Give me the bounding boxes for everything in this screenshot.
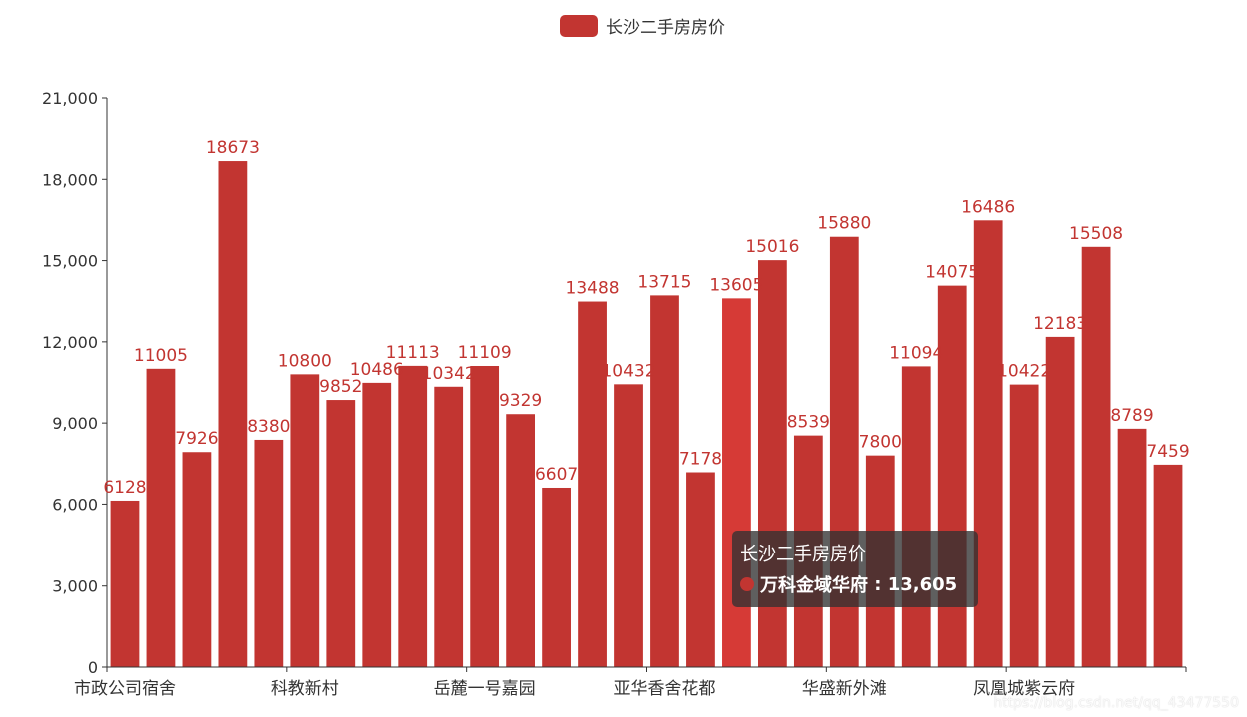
bar[interactable] [650, 295, 679, 667]
x-tick-label: 岳麓一号嘉园 [434, 679, 536, 699]
y-axis: 0 3,000 6,000 9,000 12,000 15,000 18,000 21,000 [42, 89, 108, 677]
legend-label: 长沙二手房房价 [606, 18, 725, 38]
bar[interactable] [901, 366, 931, 667]
bar-value-label: 9852 [319, 377, 362, 397]
bar-value-label: 10800 [278, 351, 332, 371]
watermark: https://blog.csdn.net/qq_43477550 [993, 695, 1239, 711]
bar[interactable] [470, 365, 500, 667]
x-tick-label: 华盛新外滩 [802, 679, 887, 699]
y-tick-label: 6,000 [52, 495, 98, 514]
y-tick-label: 3,000 [52, 577, 98, 596]
bar-value-label: 8539 [787, 413, 830, 433]
bar-value-label: 16486 [961, 197, 1015, 217]
bar[interactable] [973, 220, 1003, 667]
bar[interactable] [434, 386, 464, 667]
bar[interactable] [146, 368, 176, 667]
x-tick-label: 亚华香舍花都 [613, 679, 715, 699]
x-tick-label: 市政公司宿舍 [74, 679, 176, 699]
bar-value-label: 10342 [422, 364, 476, 384]
bar-value-label: 11109 [458, 343, 512, 363]
bar-value-label: 13605 [709, 275, 763, 295]
bar-value-label: 13715 [637, 272, 691, 292]
tooltip-item-name: 万科金域华府 [760, 575, 868, 596]
bar-value-label: 7926 [175, 429, 218, 449]
bar-value-label: 9329 [499, 391, 542, 411]
bar-value-label: 11094 [889, 343, 943, 363]
bar[interactable] [1153, 464, 1183, 667]
bar-value-label: 15880 [817, 214, 871, 234]
bar[interactable] [182, 452, 212, 667]
data-labels: 6128 11005 7926 18673 8380 10800 9852104861111… [103, 138, 1189, 498]
bar[interactable] [686, 472, 715, 667]
tooltip: 长沙二手房房价 万科金域华府 : 13,605 [732, 531, 978, 607]
legend-swatch [560, 14, 598, 37]
bar-value-label: 7178 [679, 450, 722, 470]
y-tick-label: 12,000 [42, 333, 98, 352]
x-tick-label: 科教新村 [271, 679, 339, 699]
bar[interactable] [542, 487, 571, 667]
bar[interactable] [506, 414, 536, 667]
bar[interactable] [1045, 336, 1075, 667]
bar-value-label: 11113 [386, 343, 440, 363]
tooltip-separator: : [868, 573, 888, 595]
bar[interactable] [254, 439, 284, 667]
bar-value-label: 7459 [1146, 442, 1189, 462]
bar-value-label: 10432 [601, 361, 655, 381]
bar[interactable] [614, 384, 643, 667]
bar-value-label: 15508 [1069, 224, 1123, 244]
bar-value-label: 8380 [247, 417, 290, 437]
bar[interactable] [1009, 384, 1039, 667]
tooltip-marker [740, 577, 754, 591]
tooltip-value: 13,605 [887, 573, 958, 595]
bar[interactable] [290, 374, 320, 667]
bars [110, 161, 1183, 668]
bar[interactable] [722, 298, 751, 667]
bar[interactable] [326, 400, 356, 667]
bar[interactable] [398, 365, 428, 667]
bar-value-label: 6128 [103, 478, 146, 498]
bar[interactable] [1081, 246, 1111, 667]
x-axis: 市政公司宿舍 科教新村 岳麓一号嘉园 亚华香舍花都 华盛新外滩 凤凰城紫云府 [74, 666, 1187, 699]
bar[interactable] [362, 382, 392, 667]
bar-value-label: 15016 [745, 237, 799, 257]
bar-value-label: 8789 [1110, 406, 1153, 426]
bar-value-label: 14075 [925, 263, 979, 283]
y-tick-label: 18,000 [42, 170, 98, 189]
legend[interactable]: 长沙二手房房价 [560, 13, 725, 38]
tooltip-title: 长沙二手房房价 [740, 544, 866, 565]
bar[interactable] [1117, 428, 1147, 667]
x-tick-label: 凤凰城紫云府 [973, 679, 1075, 699]
bar-value-label: 18673 [206, 138, 260, 158]
bar[interactable] [218, 161, 248, 668]
bar-value-label: 10486 [350, 360, 404, 380]
bar-value-label: 13488 [566, 279, 620, 299]
bar-value-label: 11005 [134, 346, 188, 366]
bar-value-label: 6607 [535, 465, 578, 485]
y-tick-label: 0 [88, 658, 98, 677]
bar-value-label: 7800 [859, 433, 902, 453]
bar-value-label: 12183 [1033, 314, 1087, 334]
tooltip-row: 万科金域华府 : 13,605 [740, 571, 970, 597]
y-tick-label: 15,000 [42, 252, 98, 271]
bar[interactable] [110, 500, 140, 667]
y-tick-label: 21,000 [42, 89, 98, 108]
y-tick-label: 9,000 [52, 414, 98, 433]
bar-value-label: 10422 [997, 362, 1051, 382]
bar[interactable] [578, 301, 607, 667]
